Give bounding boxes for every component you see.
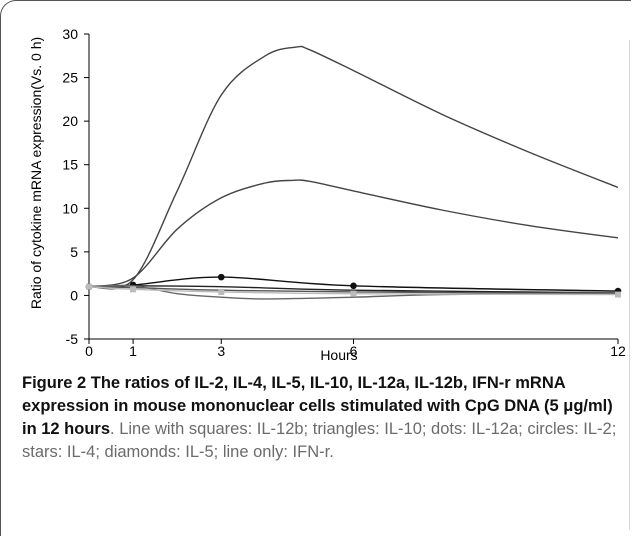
x-axis-label: Hours	[320, 347, 357, 363]
x-tick-label: 6	[350, 343, 358, 359]
series-7-point	[350, 290, 357, 297]
y-tick-label: -5	[66, 331, 79, 347]
plot-area: -5 0 5 10 15 20 25 30 0 1 3 6 12	[62, 26, 626, 359]
y-axis-label: Ratio of cytokine mRNA expression(Vs. 0 …	[28, 37, 44, 309]
series-7-point	[218, 288, 225, 295]
y-tick-label: 20	[62, 113, 78, 129]
series-7-point	[130, 286, 137, 293]
y-tick-label: 0	[70, 287, 78, 303]
y-tick-label: 25	[62, 70, 78, 86]
series-2-line	[88, 179, 619, 288]
y-tick-label: 10	[62, 200, 78, 216]
line-chart: -5 0 5 10 15 20 25 30 0 1 3 6 12 Hours Ratio of cyto…	[28, 26, 626, 363]
series-7-point	[615, 291, 621, 298]
series-3-point	[217, 273, 225, 281]
caption-title: Figure 2 The ratios of IL-2, IL-4, IL-5,…	[22, 374, 613, 438]
x-tick-label: 12	[610, 343, 626, 359]
x-tick-label: 0	[85, 343, 93, 359]
x-tick-label: 3	[217, 343, 225, 359]
series-3-point	[350, 282, 357, 290]
y-tick-label: 30	[62, 26, 78, 42]
figure-frame-edge	[629, 40, 630, 530]
figure-caption: Figure 2 The ratios of IL-2, IL-4, IL-5,…	[22, 372, 627, 464]
series-1-line	[88, 45, 619, 290]
y-tick-label: 15	[62, 157, 78, 173]
y-tick-label: 5	[70, 244, 78, 260]
caption-description: . Line with squares: IL-12b; triangles: …	[22, 420, 617, 461]
series-7-point	[86, 283, 92, 290]
x-tick-label: 1	[129, 343, 137, 359]
